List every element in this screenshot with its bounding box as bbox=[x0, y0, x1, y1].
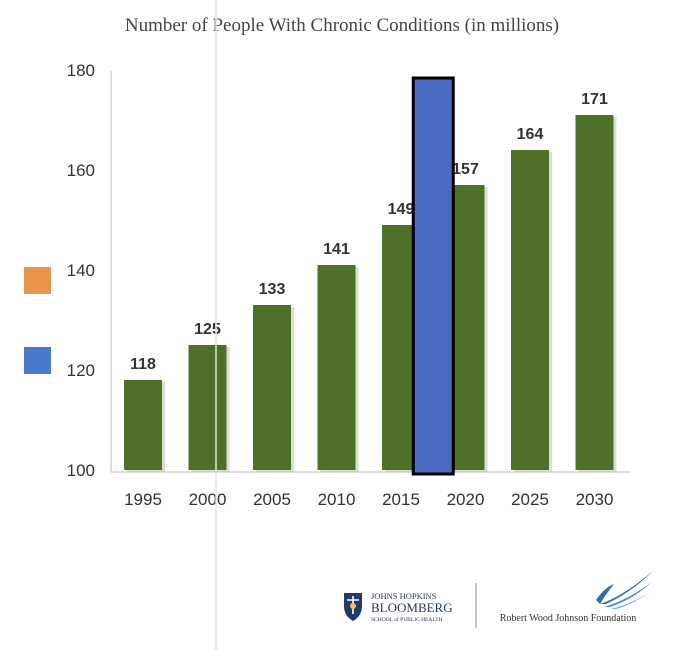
bar bbox=[511, 150, 549, 470]
data-label: 171 bbox=[581, 91, 608, 108]
x-tick-label: 2020 bbox=[447, 490, 485, 509]
data-labels: 118 125 133 141 149 157 164 171 bbox=[130, 91, 608, 373]
y-tick-label: 180 bbox=[67, 61, 95, 80]
data-label: 149 bbox=[388, 201, 415, 218]
x-tick-label: 1995 bbox=[124, 490, 162, 509]
legend-swatch bbox=[24, 267, 51, 294]
y-tick-label: 160 bbox=[67, 161, 95, 180]
bar bbox=[188, 345, 227, 470]
chart-title: Number of People With Chronic Conditions… bbox=[125, 15, 559, 36]
y-tick-label: 120 bbox=[67, 361, 95, 380]
rwjf-wing-icon bbox=[596, 570, 654, 609]
highlight bbox=[411, 76, 455, 476]
data-label: 133 bbox=[259, 281, 286, 298]
x-tick-label: 2030 bbox=[576, 490, 614, 509]
x-tick-label: 2000 bbox=[189, 490, 227, 509]
legend-swatch bbox=[24, 347, 51, 374]
bar bbox=[317, 265, 356, 470]
bar bbox=[253, 305, 291, 470]
data-label: 164 bbox=[517, 126, 544, 143]
data-label: 141 bbox=[323, 241, 350, 258]
data-label: 118 bbox=[130, 356, 156, 373]
rwjf-name: Robert Wood Johnson Foundation bbox=[500, 613, 637, 624]
data-label: 157 bbox=[452, 161, 479, 178]
data-label: 125 bbox=[194, 321, 221, 338]
jhu-logo-line2: BLOOMBERG bbox=[371, 600, 453, 615]
x-axis: 1995 2000 2005 2010 2015 2020 2025 2030 bbox=[124, 490, 613, 509]
y-tick-label: 140 bbox=[67, 261, 95, 280]
x-tick-label: 2005 bbox=[253, 490, 291, 509]
y-axis: 100 120 140 160 180 bbox=[67, 61, 95, 480]
rwjf-logo: Robert Wood Johnson Foundation bbox=[500, 570, 654, 624]
jhu-logo-line1: JOHNS HOPKINS bbox=[371, 591, 437, 601]
legend-swatches bbox=[24, 267, 51, 374]
bar bbox=[124, 380, 162, 470]
jhu-logo-line3: SCHOOL of PUBLIC HEALTH bbox=[371, 616, 443, 623]
bar bbox=[575, 115, 614, 470]
bars bbox=[124, 115, 617, 472]
x-tick-label: 2025 bbox=[511, 490, 549, 509]
jhu-shield-icon bbox=[344, 593, 362, 621]
y-tick-label: 100 bbox=[67, 461, 95, 480]
x-tick-label: 2010 bbox=[318, 490, 356, 509]
jhu-logo: JOHNS HOPKINS BLOOMBERG SCHOOL of PUBLIC… bbox=[344, 591, 453, 623]
x-tick-label: 2015 bbox=[382, 490, 420, 509]
highlight-bar bbox=[411, 76, 455, 476]
